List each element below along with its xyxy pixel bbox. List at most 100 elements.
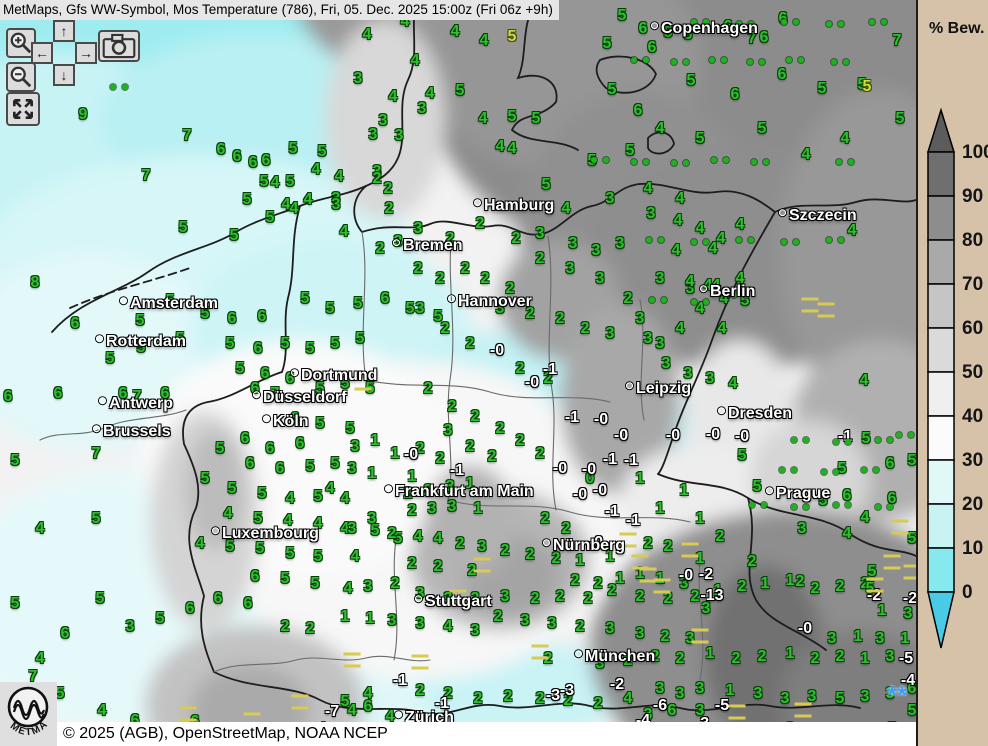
station-temperature: 1 bbox=[605, 548, 615, 566]
station-temperature: 2 bbox=[561, 520, 571, 538]
station-temperature: 6 bbox=[363, 698, 373, 716]
station-temperature: 3 bbox=[695, 702, 705, 720]
station-temperature: 4 bbox=[283, 512, 293, 530]
zoom-out-button[interactable] bbox=[6, 62, 36, 92]
station-temperature: 3 bbox=[591, 242, 601, 260]
station-temperature: 4 bbox=[675, 320, 685, 338]
station-temperature: 5 bbox=[867, 563, 877, 581]
station-temperature: 3 bbox=[701, 600, 711, 618]
station-temperature: 5 bbox=[541, 176, 551, 194]
station-temperature: 2 bbox=[535, 690, 545, 708]
station-temperature: 6 bbox=[130, 712, 140, 730]
station-temperature: 5 bbox=[370, 522, 380, 540]
station-temperature: 1 bbox=[655, 500, 665, 518]
station-temperature: 5 bbox=[602, 35, 612, 53]
drizzle-symbol-icon bbox=[591, 157, 609, 163]
city-label: Hannover bbox=[448, 294, 532, 310]
station-temperature: 6 bbox=[3, 388, 13, 406]
pan-left-button[interactable]: ← bbox=[31, 42, 53, 64]
station-temperature: 5 bbox=[455, 82, 465, 100]
city-marker-icon bbox=[99, 397, 106, 405]
station-temperature: 4 bbox=[413, 528, 423, 546]
station-temperature-negative: -2 bbox=[902, 590, 918, 608]
copyright-text[interactable]: © 2025 (AGB), OpenStreetMap, NOAA NCEP bbox=[63, 725, 388, 742]
station-temperature: 6 bbox=[290, 410, 300, 428]
mist-symbol-icon bbox=[653, 578, 671, 594]
station-temperature: 6 bbox=[191, 714, 200, 730]
station-temperature: 1 bbox=[340, 608, 350, 626]
station-temperature: 3 bbox=[477, 538, 487, 556]
station-temperature: 5 bbox=[227, 480, 237, 498]
station-temperature: 4 bbox=[719, 290, 729, 308]
station-temperature: 2 bbox=[525, 305, 535, 323]
station-temperature: 3 bbox=[415, 585, 425, 603]
city-marker-icon bbox=[120, 297, 127, 305]
station-temperature: 7 bbox=[28, 668, 38, 686]
station-temperature: 3 bbox=[655, 680, 665, 698]
weather-map[interactable]: 4444454433355444356556766756565665554455… bbox=[0, 0, 918, 746]
station-temperature-negative: -0 bbox=[592, 482, 608, 500]
station-temperature: 2 bbox=[525, 546, 535, 564]
pan-right-button[interactable]: → bbox=[75, 42, 97, 64]
station-temperature: 4 bbox=[385, 708, 395, 726]
city-marker-icon bbox=[93, 425, 100, 433]
pan-down-button[interactable]: ↓ bbox=[53, 64, 75, 86]
station-temperature-negative: -1 bbox=[542, 361, 558, 379]
station-temperature: 1 bbox=[785, 572, 795, 590]
attribution-bar: © 2025 (AGB), OpenStreetMap, NOAA NCEP bbox=[57, 722, 916, 746]
station-temperature: 3 bbox=[568, 235, 578, 253]
colorbar-tick: 60 bbox=[962, 318, 984, 339]
station-temperature: 4 bbox=[450, 23, 460, 41]
city-marker-icon bbox=[474, 199, 481, 207]
station-temperature: 1 bbox=[785, 645, 795, 663]
station-temperature: 6 bbox=[380, 290, 390, 308]
station-temperature: 2 bbox=[593, 695, 603, 713]
colorbar-tick: 50 bbox=[962, 362, 984, 383]
station-temperature: 7 bbox=[91, 445, 101, 463]
station-temperature: 2 bbox=[540, 510, 550, 528]
city-marker-icon bbox=[779, 209, 786, 217]
station-temperature: 1 bbox=[877, 602, 887, 620]
station-temperature: 5 bbox=[135, 312, 145, 330]
station-temperature: 4 bbox=[270, 174, 280, 192]
station-temperature: 5 bbox=[340, 693, 350, 711]
station-temperature: 5 bbox=[255, 540, 265, 558]
fullscreen-button[interactable] bbox=[6, 92, 40, 126]
station-temperature: 4 bbox=[495, 138, 505, 156]
station-temperature: 5 bbox=[835, 690, 845, 708]
drizzle-symbol-icon bbox=[709, 57, 727, 63]
station-temperature: 2 bbox=[440, 320, 450, 338]
station-temperature: 3 bbox=[413, 220, 423, 238]
station-temperature: 2 bbox=[555, 310, 565, 328]
screenshot-button[interactable] bbox=[98, 30, 140, 62]
station-temperature: 2 bbox=[675, 650, 685, 668]
station-temperature: 1 bbox=[760, 575, 770, 593]
station-temperature: 5 bbox=[95, 590, 105, 608]
mist-symbol-icon bbox=[343, 652, 361, 668]
station-temperature: 3 bbox=[780, 690, 790, 708]
pan-up-button[interactable]: ↑ bbox=[53, 20, 75, 42]
station-temperature: 2 bbox=[511, 230, 521, 248]
station-temperature: 1 bbox=[473, 500, 483, 518]
station-temperature: 3 bbox=[368, 126, 378, 144]
city-label: Antwerp bbox=[99, 396, 173, 412]
station-temperature: 4 bbox=[859, 372, 869, 390]
drizzle-symbol-icon bbox=[833, 439, 851, 445]
station-temperature: 2 bbox=[515, 360, 525, 378]
city-label: Prague bbox=[766, 486, 830, 502]
station-temperature: 6 bbox=[257, 308, 267, 326]
station-temperature: 4 bbox=[388, 88, 398, 106]
station-temperature: 4 bbox=[334, 168, 344, 186]
station-temperature: 3 bbox=[655, 335, 665, 353]
station-temperature: 5 bbox=[253, 510, 263, 528]
station-temperature-negative: -1 bbox=[449, 462, 465, 480]
station-temperature: 7 bbox=[141, 167, 151, 185]
drizzle-symbol-icon bbox=[671, 160, 689, 166]
station-temperature: 3 bbox=[605, 620, 615, 638]
station-temperature: 4 bbox=[507, 140, 517, 158]
station-temperature: 4 bbox=[195, 535, 205, 553]
station-temperature: 1 bbox=[705, 645, 715, 663]
station-temperature: 1 bbox=[615, 570, 625, 588]
station-temperature: 3 bbox=[372, 163, 382, 181]
country-borders bbox=[51, 0, 916, 715]
